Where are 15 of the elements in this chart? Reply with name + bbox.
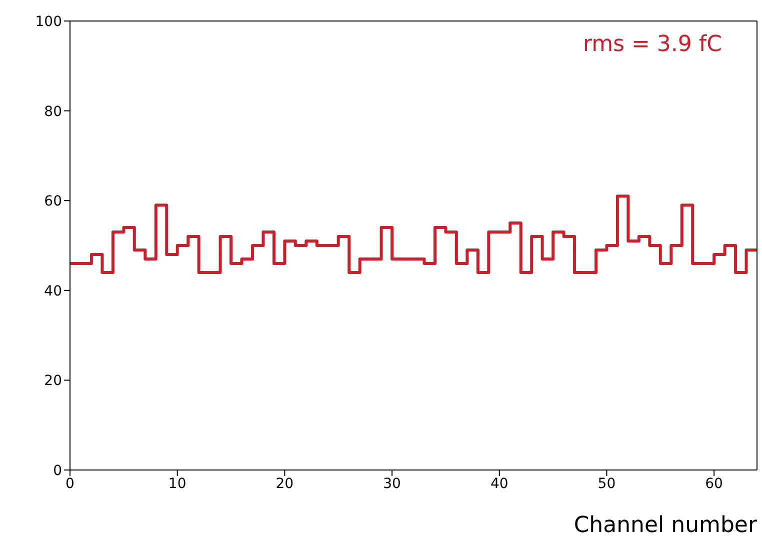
y-tick-label: 100 bbox=[35, 14, 62, 30]
x-tick-label: 0 bbox=[66, 476, 74, 492]
x-tick-label: 60 bbox=[705, 476, 723, 492]
y-tick-label: 20 bbox=[44, 373, 62, 390]
y-tick-label: 80 bbox=[44, 104, 62, 120]
x-tick-label: 50 bbox=[598, 476, 616, 492]
x-tick-label: 10 bbox=[168, 476, 186, 492]
x-tick-label: 20 bbox=[276, 476, 294, 492]
y-tick-label: 0 bbox=[53, 462, 62, 479]
y-tick-label: 60 bbox=[44, 194, 62, 210]
x-tick-label: 30 bbox=[383, 476, 401, 492]
annotation: rms = 3.9 fC bbox=[582, 32, 722, 57]
y-tick-label: 40 bbox=[44, 283, 62, 300]
x-tick-label: 40 bbox=[490, 476, 508, 492]
x-axis-title: Channel number bbox=[574, 513, 758, 538]
